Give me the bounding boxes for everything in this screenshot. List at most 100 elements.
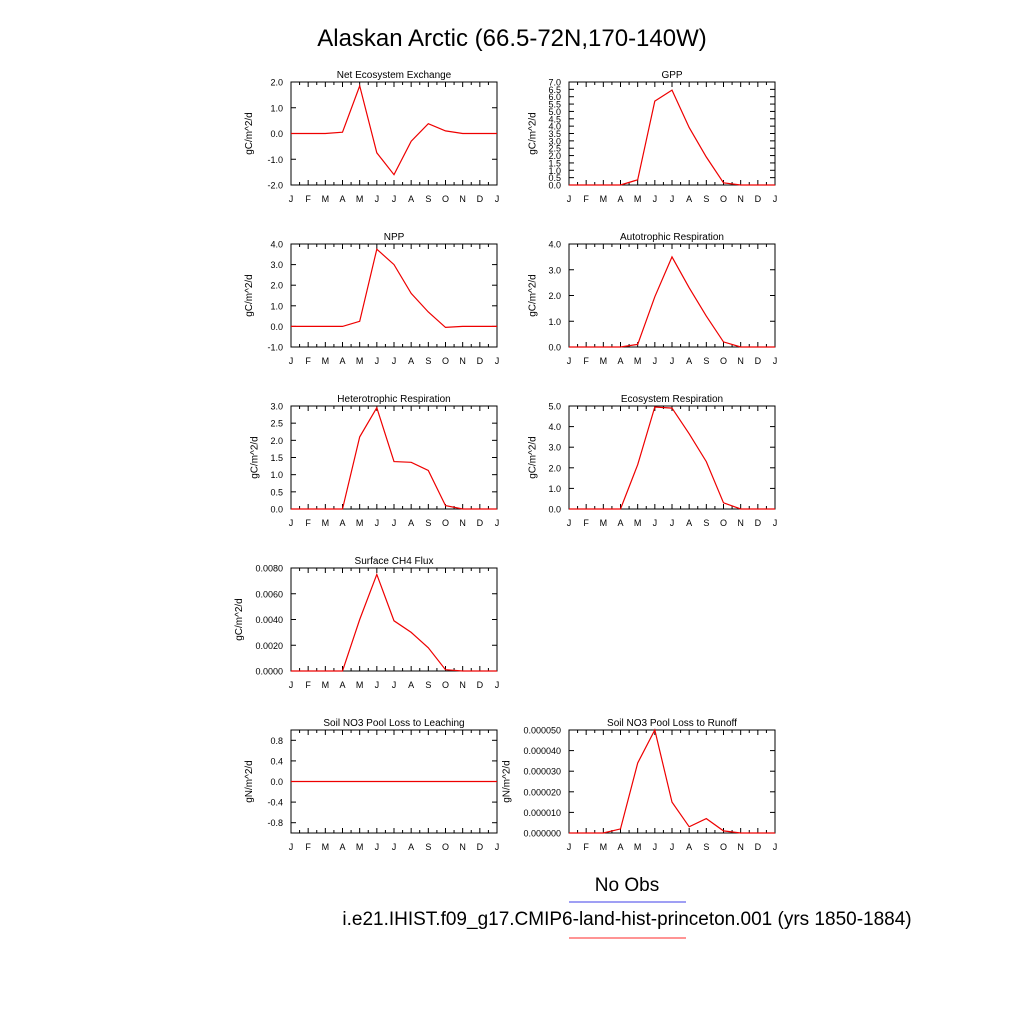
x-tick-label: N bbox=[459, 194, 466, 204]
y-tick-label: 2.0 bbox=[270, 281, 283, 291]
y-tick-label: 0.000050 bbox=[523, 726, 561, 736]
x-tick-label: S bbox=[425, 518, 431, 528]
x-tick-label: J bbox=[392, 194, 397, 204]
x-tick-label: D bbox=[477, 356, 484, 366]
x-tick-label: N bbox=[737, 194, 744, 204]
x-tick-label: O bbox=[720, 356, 727, 366]
x-tick-label: J bbox=[567, 842, 572, 852]
x-tick-label: F bbox=[583, 518, 589, 528]
y-tick-label: 0.5 bbox=[548, 173, 561, 183]
x-tick-label: A bbox=[339, 356, 345, 366]
y-tick-label: 5.5 bbox=[548, 100, 561, 110]
x-tick-label: D bbox=[755, 194, 762, 204]
x-tick-label: F bbox=[305, 680, 311, 690]
y-tick-label: 3.0 bbox=[548, 136, 561, 146]
x-tick-label: D bbox=[755, 518, 762, 528]
x-tick-label: M bbox=[322, 518, 330, 528]
x-tick-label: O bbox=[442, 680, 449, 690]
y-axis-label: gC/m^2/d bbox=[234, 598, 245, 641]
x-tick-label: A bbox=[686, 518, 692, 528]
plot-frame bbox=[568, 243, 776, 348]
x-tick-label: J bbox=[773, 518, 778, 528]
x-tick-label: F bbox=[305, 194, 311, 204]
x-tick-label: J bbox=[653, 518, 658, 528]
x-tick-label: M bbox=[356, 356, 364, 366]
x-tick-label: J bbox=[495, 842, 500, 852]
x-tick-label: A bbox=[686, 356, 692, 366]
plot-frame bbox=[568, 81, 776, 186]
x-tick-label: F bbox=[583, 356, 589, 366]
y-axis-label: gC/m^2/d bbox=[527, 274, 538, 317]
y-tick-label: -1.0 bbox=[267, 343, 283, 353]
x-tick-label: J bbox=[289, 842, 294, 852]
x-tick-label: M bbox=[356, 842, 364, 852]
y-tick-label: 2.0 bbox=[270, 78, 283, 88]
x-tick-label: J bbox=[289, 356, 294, 366]
panel-title: Surface CH4 Flux bbox=[355, 556, 434, 567]
series-line bbox=[569, 728, 775, 834]
x-tick-label: S bbox=[703, 518, 709, 528]
x-tick-label: J bbox=[392, 356, 397, 366]
x-tick-label: O bbox=[720, 842, 727, 852]
panel-title: Soil NO3 Pool Loss to Leaching bbox=[323, 718, 464, 729]
y-axis-label: gC/m^2/d bbox=[527, 436, 538, 479]
x-tick-label: J bbox=[392, 518, 397, 528]
x-tick-label: M bbox=[600, 842, 608, 852]
legend: No Obs i.e21.IHIST.f09_g17.CMIP6-land-hi… bbox=[342, 875, 912, 939]
series-line bbox=[569, 255, 775, 348]
legend-obs-label: No Obs bbox=[595, 875, 659, 896]
x-tick-label: M bbox=[356, 680, 364, 690]
y-tick-label: 7.0 bbox=[548, 78, 561, 88]
x-tick-label: A bbox=[408, 356, 414, 366]
x-tick-label: S bbox=[703, 842, 709, 852]
x-tick-label: M bbox=[634, 842, 642, 852]
x-tick-label: J bbox=[289, 194, 294, 204]
x-tick-label: A bbox=[617, 194, 623, 204]
x-tick-label: A bbox=[408, 518, 414, 528]
x-tick-label: M bbox=[356, 194, 364, 204]
y-tick-label: 2.5 bbox=[548, 144, 561, 154]
x-tick-label: D bbox=[755, 356, 762, 366]
x-tick-label: N bbox=[459, 518, 466, 528]
x-tick-label: A bbox=[339, 194, 345, 204]
y-tick-label: 4.0 bbox=[548, 240, 561, 250]
x-tick-label: J bbox=[653, 356, 658, 366]
y-tick-label: 1.0 bbox=[270, 301, 283, 311]
x-tick-label: N bbox=[737, 356, 744, 366]
y-tick-label: 6.0 bbox=[548, 92, 561, 102]
x-tick-label: N bbox=[459, 356, 466, 366]
y-tick-label: 0.000000 bbox=[523, 829, 561, 839]
x-tick-label: S bbox=[703, 356, 709, 366]
y-tick-label: 0.000040 bbox=[523, 746, 561, 756]
y-axis-label: gC/m^2/d bbox=[249, 436, 260, 479]
x-tick-label: D bbox=[477, 194, 484, 204]
x-tick-label: J bbox=[375, 842, 380, 852]
x-tick-label: S bbox=[703, 194, 709, 204]
y-tick-label: 0.0 bbox=[270, 777, 283, 787]
x-tick-label: J bbox=[670, 194, 675, 204]
series-line bbox=[291, 406, 497, 510]
x-tick-label: J bbox=[375, 356, 380, 366]
plot-frame bbox=[568, 405, 776, 510]
y-tick-label: 4.0 bbox=[548, 422, 561, 432]
y-tick-label: 0.4 bbox=[270, 756, 283, 766]
x-tick-label: S bbox=[425, 842, 431, 852]
x-tick-label: J bbox=[392, 842, 397, 852]
y-tick-label: 2.5 bbox=[270, 419, 283, 429]
x-tick-label: O bbox=[442, 518, 449, 528]
x-tick-label: J bbox=[773, 356, 778, 366]
x-tick-label: M bbox=[600, 518, 608, 528]
y-tick-label: 0.0 bbox=[548, 343, 561, 353]
y-tick-label: -0.8 bbox=[267, 818, 283, 828]
y-tick-label: 0.0000 bbox=[255, 667, 283, 677]
y-tick-label: -2.0 bbox=[267, 181, 283, 191]
x-tick-label: A bbox=[408, 194, 414, 204]
y-tick-label: 1.0 bbox=[548, 484, 561, 494]
y-tick-label: 1.0 bbox=[548, 166, 561, 176]
x-tick-label: F bbox=[305, 518, 311, 528]
